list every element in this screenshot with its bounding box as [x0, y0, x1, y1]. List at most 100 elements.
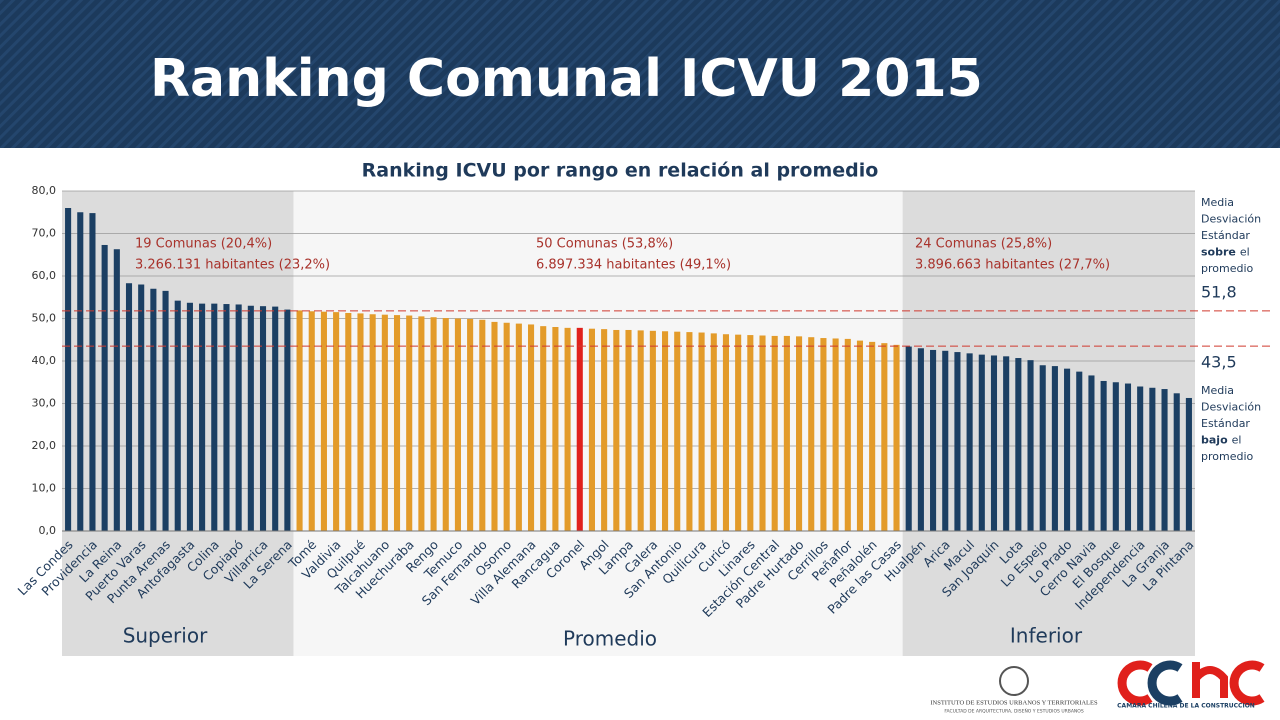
bar [917, 348, 924, 531]
bar [905, 346, 912, 531]
bar [442, 318, 449, 531]
bar [406, 315, 413, 531]
bar [491, 321, 498, 531]
bar [308, 311, 315, 531]
bar [588, 328, 595, 531]
y-tick-label: 40,0 [32, 354, 57, 367]
institute-name: INSTITUTO DE ESTUDIOS URBANOS Y TERRITOR… [930, 699, 1098, 706]
bar [796, 336, 803, 531]
bar [783, 335, 790, 531]
bar [893, 344, 900, 531]
bar [162, 290, 169, 531]
bar [735, 334, 742, 531]
bar [430, 317, 437, 531]
bar [966, 353, 973, 531]
bar [89, 213, 96, 531]
bar [1173, 393, 1180, 531]
bar [747, 335, 754, 531]
bar [1137, 386, 1144, 531]
bar [113, 249, 120, 531]
bar [333, 312, 340, 531]
bar [65, 208, 72, 531]
bar [576, 327, 583, 531]
bar [393, 315, 401, 531]
bar [625, 329, 632, 531]
bar [138, 284, 145, 531]
y-tick-label: 60,0 [32, 269, 57, 282]
slide-title: Ranking Comunal ICVU 2015 [150, 49, 983, 109]
bar [369, 314, 376, 531]
bar [881, 343, 888, 531]
bar [284, 309, 291, 531]
logo-shape [1192, 662, 1228, 698]
bar [1039, 365, 1046, 531]
bar [662, 331, 669, 531]
bar [272, 306, 279, 531]
bar [564, 327, 571, 531]
bar [77, 212, 84, 531]
bar [759, 335, 766, 531]
bar [722, 334, 730, 531]
side-note: Desviación [1201, 213, 1261, 226]
bar [1076, 371, 1083, 531]
bar [674, 331, 681, 531]
bar [540, 326, 547, 531]
side-note: Media [1201, 384, 1234, 397]
bar [1124, 383, 1132, 531]
bar [174, 300, 181, 531]
header-band [0, 0, 1280, 148]
bar [844, 338, 851, 531]
group-note: 6.897.334 habitantes (49,1%) [536, 258, 731, 273]
y-tick-label: 70,0 [32, 227, 57, 240]
bar [649, 330, 656, 531]
bar [1161, 389, 1168, 531]
side-note: Desviación [1201, 401, 1261, 414]
bar [418, 316, 425, 531]
group-note: 3.896.663 habitantes (27,7%) [915, 258, 1110, 273]
bar [527, 324, 535, 531]
bar [186, 302, 193, 531]
logo-shape [1147, 660, 1183, 706]
bar [345, 312, 352, 531]
bar [771, 335, 778, 531]
chart: Ranking ICVU por rango en relación al pr… [14, 160, 1270, 656]
logo-shape [1229, 660, 1265, 706]
bar [357, 313, 364, 531]
group-background [902, 191, 1195, 656]
bar [552, 327, 559, 531]
side-note: Estándar [1201, 417, 1250, 430]
bar [1003, 356, 1010, 531]
bar [1100, 380, 1107, 531]
group-note: 19 Comunas (20,4%) [135, 237, 272, 252]
bar [247, 305, 254, 531]
bar [479, 319, 486, 531]
bar [1051, 366, 1058, 531]
bar [503, 322, 510, 531]
side-note-text: el [1240, 246, 1250, 259]
bar [223, 304, 230, 531]
bar [211, 303, 218, 531]
bar [954, 352, 961, 531]
faculty-name: FACULTAD DE ARQUITECTURA, DISEÑO Y ESTUD… [944, 708, 1084, 715]
bar [1112, 382, 1119, 531]
side-note: promedio [1201, 450, 1254, 463]
y-tick-label: 0,0 [39, 524, 57, 537]
bar [601, 329, 608, 531]
side-note-text: el [1232, 434, 1242, 447]
bar [454, 318, 461, 531]
bar [820, 338, 827, 531]
bar [613, 329, 620, 531]
side-note-bold: sobre [1201, 246, 1236, 259]
institute-emblem [999, 666, 1029, 696]
y-tick-label: 20,0 [32, 439, 57, 452]
side-note-bold: bajo [1201, 434, 1228, 447]
side-note: sobre el [1201, 246, 1250, 259]
bar [515, 323, 522, 531]
bar [101, 244, 108, 531]
group-note: 3.266.131 habitantes (23,2%) [135, 258, 330, 273]
bar [199, 303, 206, 531]
bar [637, 330, 644, 531]
group-label: Inferior [1010, 624, 1083, 648]
side-note: Estándar [1201, 229, 1250, 242]
